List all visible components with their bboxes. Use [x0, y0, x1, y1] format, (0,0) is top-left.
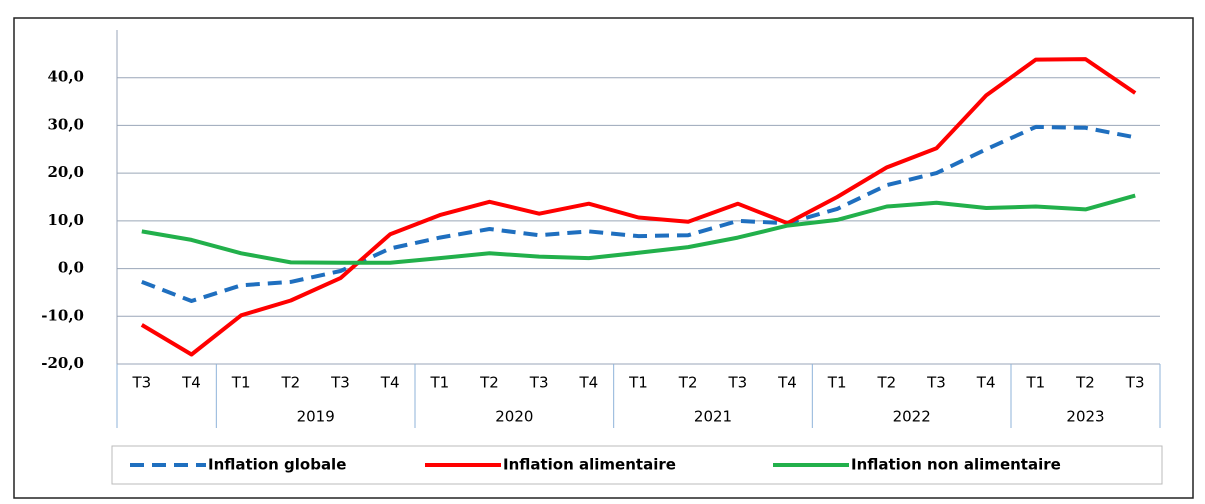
x-tick-label: T4: [181, 374, 201, 392]
x-tick-label: T2: [280, 374, 300, 392]
group-label: 2020: [495, 408, 533, 426]
group-label: 2019: [297, 408, 335, 426]
x-tick-label: T1: [827, 374, 847, 392]
x-tick-label: T3: [926, 374, 946, 392]
x-tick-label: T2: [479, 374, 499, 392]
y-tick-label: 30,0: [47, 115, 84, 133]
series-line: [141, 193, 1136, 265]
x-tick-label: T1: [429, 374, 449, 392]
x-tick-label: T3: [330, 374, 350, 392]
x-tick-label: T4: [578, 374, 598, 392]
y-tick-label: 10,0: [47, 211, 84, 229]
x-tick-label: T4: [380, 374, 400, 392]
group-label: 2023: [1066, 408, 1104, 426]
x-tick-label: T2: [678, 374, 698, 392]
x-tick-label: T1: [1025, 374, 1045, 392]
y-tick-label: -20,0: [41, 354, 84, 372]
y-tick-label: 0,0: [58, 259, 84, 277]
x-tick-label: T2: [1075, 374, 1095, 392]
x-tick-label: T4: [777, 374, 797, 392]
group-label: 2021: [694, 408, 732, 426]
legend-label: Inflation non alimentaire: [851, 456, 1061, 474]
group-label: 2022: [893, 408, 931, 426]
chart-frame: [13, 17, 1194, 499]
legend-box: [111, 445, 1163, 485]
y-tick-label: -10,0: [41, 306, 84, 324]
y-tick-label: 40,0: [47, 68, 84, 86]
y-tick-label: 20,0: [47, 163, 84, 181]
x-tick-label: T1: [628, 374, 648, 392]
series-line: [141, 124, 1136, 303]
x-tick-label: T3: [727, 374, 747, 392]
x-tick-label: T3: [1125, 374, 1145, 392]
x-tick-label: T4: [976, 374, 996, 392]
series-line: [140, 57, 1137, 357]
x-tick-label: T2: [876, 374, 896, 392]
legend-label: Inflation globale: [208, 456, 346, 474]
x-tick-label: T3: [529, 374, 549, 392]
legend-label: Inflation alimentaire: [503, 456, 676, 474]
x-tick-label: T1: [231, 374, 251, 392]
x-tick-label: T3: [131, 374, 151, 392]
